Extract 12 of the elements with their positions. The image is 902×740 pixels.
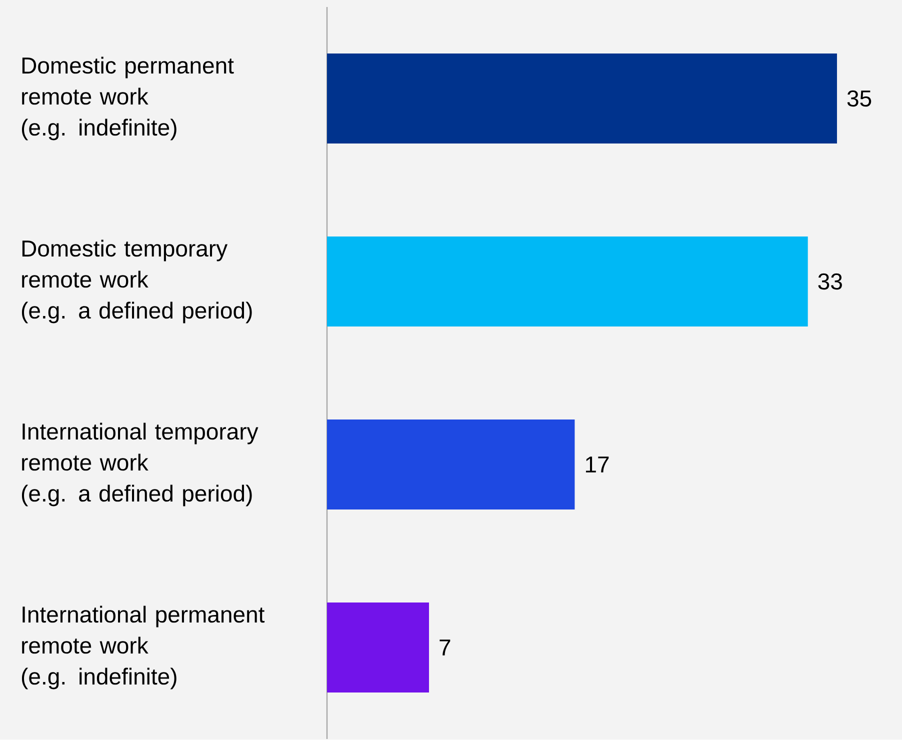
- data-label: 17: [586, 456, 609, 473]
- bar: [327, 602, 429, 693]
- bar: [327, 236, 808, 327]
- data-label: 33: [818, 274, 842, 290]
- data-label: 7: [440, 640, 450, 656]
- data-label: 35: [847, 90, 872, 107]
- bar: [327, 420, 575, 510]
- y-tick-label: International permanent remote work (e.g. indefinite): [22, 606, 265, 690]
- bar: [327, 54, 837, 144]
- y-tick-label: International temporary remote work (e.g. a defined period): [22, 422, 258, 506]
- y-tick-label: Domestic permanent remote work (e.g. indefinite): [22, 56, 234, 140]
- y-tick-label: Domestic temporary remote work (e.g. a defined period): [22, 240, 252, 324]
